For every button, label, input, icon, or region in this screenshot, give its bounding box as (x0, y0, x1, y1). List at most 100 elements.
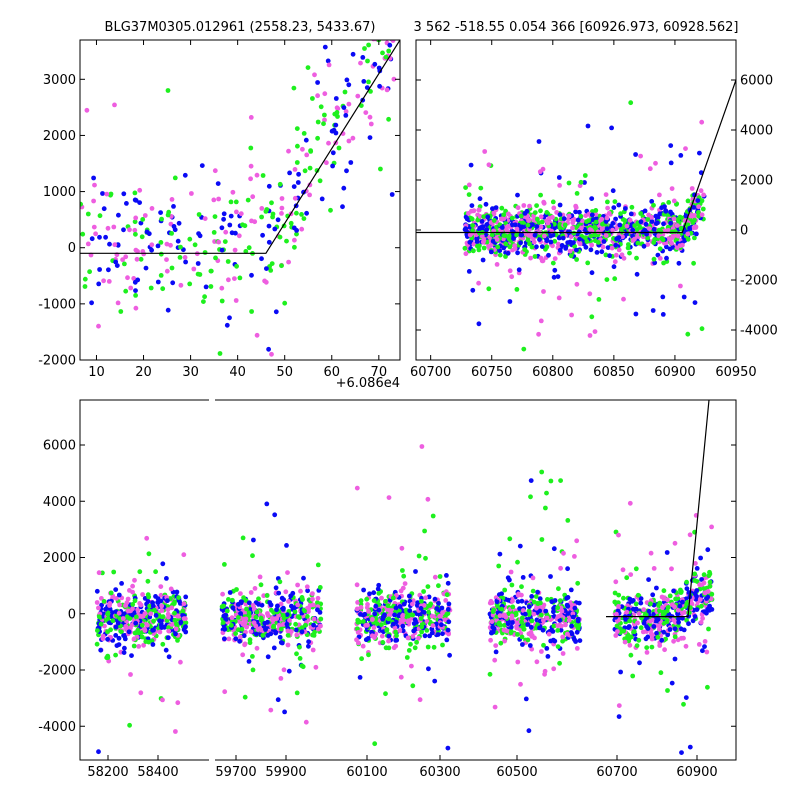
bottom-point (489, 619, 495, 624)
top-left-point (246, 245, 252, 251)
top-right-point (638, 153, 643, 159)
top-left-point (236, 233, 242, 239)
bottom-point (300, 597, 305, 602)
top-right-point (645, 242, 651, 247)
bottom-point (515, 659, 521, 665)
bottom-point (422, 528, 427, 534)
top-right-point (478, 185, 484, 191)
bottom-point (669, 566, 674, 572)
bottom-point (411, 628, 417, 634)
bottom-point (354, 582, 360, 588)
top-right-point (536, 331, 541, 337)
bottom-point (707, 603, 712, 609)
top-left-point (191, 266, 197, 272)
bottom-point (253, 631, 259, 637)
top-left-point (321, 121, 326, 127)
bottom-point (100, 633, 106, 639)
top-right-point (589, 212, 595, 218)
bottom-point (114, 596, 119, 601)
bottom-point (697, 582, 703, 588)
bottom-point (651, 566, 657, 571)
top-right-point (610, 188, 616, 194)
top-right-point (526, 218, 531, 224)
bottom-point (244, 606, 249, 612)
bottom-point (707, 579, 713, 585)
bottom-point (138, 690, 144, 696)
top-right-point (554, 210, 559, 215)
bottom-point (359, 656, 364, 662)
bottom-point (297, 644, 302, 650)
bottom-point (383, 598, 388, 604)
bottom-model-line (606, 400, 710, 618)
bottom-point (285, 570, 290, 575)
bottom-point (686, 621, 691, 627)
bottom-point (412, 645, 418, 651)
bottom-point (487, 671, 493, 677)
bottom-point (267, 600, 273, 605)
bottom-point (531, 611, 537, 617)
bottom-point (253, 614, 259, 620)
top-left-point (367, 135, 373, 141)
bottom-point (709, 524, 714, 530)
top-right-point (522, 247, 528, 253)
bottom-point (272, 512, 278, 518)
bottom-point (107, 601, 113, 606)
top-left-point (291, 85, 297, 91)
bottom-point (318, 616, 324, 622)
bottom-point (386, 495, 392, 500)
bottom-x-tick-label: 60900 (676, 765, 717, 780)
top-right-point (584, 239, 590, 244)
bottom-point (366, 652, 371, 658)
bottom-point (113, 587, 119, 592)
bottom-point (620, 567, 626, 573)
bottom-point (497, 551, 503, 557)
top-right-point (619, 252, 625, 258)
bottom-point (549, 599, 555, 605)
bottom-point (151, 618, 157, 624)
bottom-point (284, 621, 290, 627)
bottom-point (242, 642, 248, 648)
top-right-point (699, 212, 705, 218)
bottom-point (380, 616, 386, 622)
top-left-point (295, 180, 301, 185)
top-right-point (470, 287, 476, 293)
top-left-point (115, 300, 121, 306)
top-right-point (507, 268, 513, 274)
top-right-point (614, 236, 620, 242)
bottom-point (661, 620, 667, 626)
bottom-point (268, 707, 274, 713)
top-right-point (534, 244, 539, 250)
bottom-point (540, 627, 546, 633)
bottom-point (646, 577, 651, 582)
bottom-point (281, 597, 286, 602)
bottom-point (419, 444, 425, 449)
bottom-point (146, 551, 152, 557)
bottom-panel: 58200 58400 59700 59900 60100 60300 60500 60700… (38, 398, 737, 780)
bottom-point (488, 598, 494, 604)
bottom-point (384, 628, 390, 633)
top-left-point (226, 277, 231, 283)
bottom-point (398, 674, 404, 680)
bottom-point (445, 745, 451, 751)
bottom-point (280, 612, 286, 618)
top-left-point (292, 237, 297, 243)
top-left-point (335, 106, 341, 111)
top-left-point (113, 259, 119, 265)
bottom-point (574, 629, 580, 635)
bottom-point (644, 645, 650, 650)
bottom-point (426, 666, 431, 672)
bottom-point (252, 586, 258, 591)
bottom-point (494, 599, 500, 605)
bottom-point (137, 601, 143, 606)
bottom-point (561, 550, 566, 556)
bottom-point (278, 676, 284, 681)
top-left-point (380, 50, 385, 56)
bottom-point (672, 540, 678, 546)
top-left-point (137, 200, 143, 206)
top-right-point (606, 210, 612, 216)
top-left-point (212, 168, 218, 174)
bottom-point (386, 638, 391, 644)
top-right-point (584, 219, 589, 225)
top-left-point (216, 239, 222, 245)
top-left-point (114, 263, 120, 268)
